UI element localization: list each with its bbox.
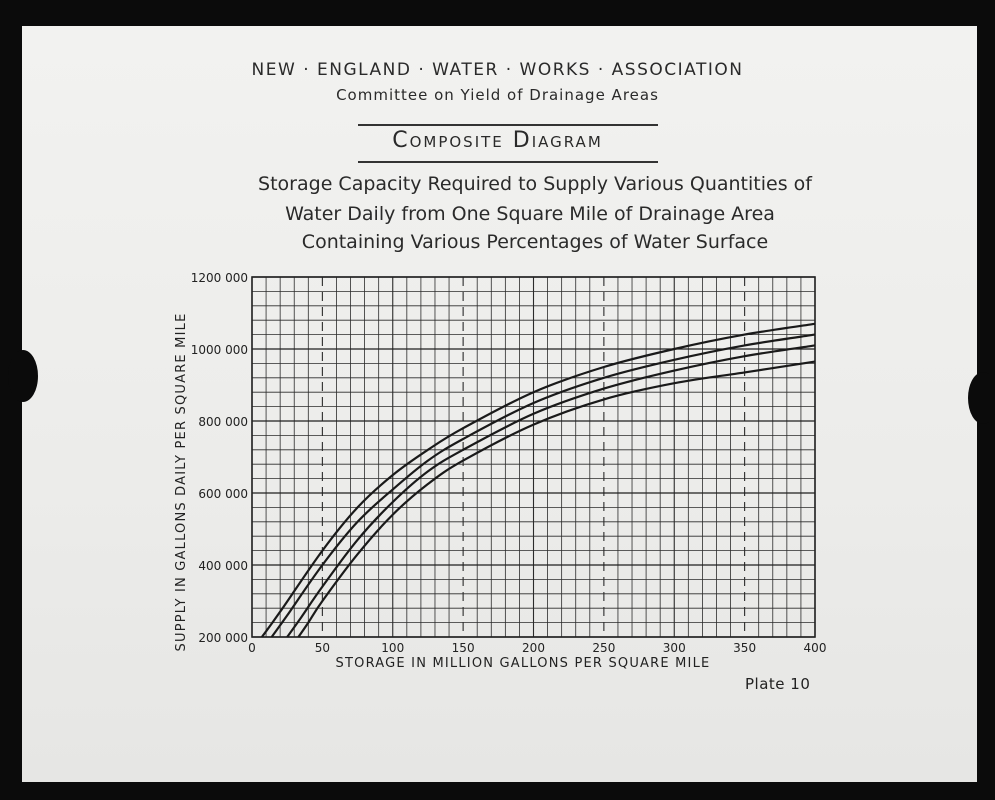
y-axis-label: SUPPLY IN GALLONS DAILY PER SQUARE MILE — [174, 313, 189, 652]
series-line-3 — [286, 344, 816, 638]
x-tick-label: 200 — [522, 641, 545, 655]
y-tick-label: 200 000 — [198, 631, 248, 645]
subtitle-line-1: Storage Capacity Required to Supply Vari… — [258, 173, 812, 195]
committee-name: Committee on Yield of Drainage Areas — [336, 86, 659, 104]
right-notch — [968, 372, 995, 424]
y-tick-label: 1000 000 — [191, 343, 248, 357]
plate-background — [22, 26, 977, 782]
x-tick-label: 100 — [381, 641, 404, 655]
y-tick-label: 800 000 — [198, 415, 248, 429]
y-tick-label: 1200 000 — [191, 271, 248, 285]
title-rule-bottom — [358, 161, 658, 163]
y-tick-label: 400 000 — [198, 559, 248, 573]
chart-series — [261, 322, 816, 638]
x-tick-label: 150 — [452, 641, 475, 655]
subtitle-line-3: Containing Various Percentages of Water … — [301, 231, 769, 253]
diagram-title: Composite Diagram — [392, 128, 603, 153]
title-rule-top — [358, 124, 658, 126]
organization-name: NEW · ENGLAND · WATER · WORKS · ASSOCIAT… — [251, 60, 744, 80]
plot-frame — [251, 276, 816, 638]
x-tick-label: 300 — [663, 641, 686, 655]
x-tick-label: 50 — [315, 641, 330, 655]
y-tick-label: 600 000 — [198, 487, 248, 501]
x-tick-label: 250 — [592, 641, 615, 655]
plate-number: Plate 10 — [745, 675, 811, 693]
x-tick-label: 350 — [733, 641, 756, 655]
series-line-1 — [261, 322, 816, 638]
x-tick-label: 400 — [804, 641, 827, 655]
subtitle-line-2: Water Daily from One Square Mile of Drai… — [285, 203, 775, 225]
left-notch — [8, 350, 38, 402]
x-axis-label: STORAGE IN MILLION GALLONS PER SQUARE MI… — [336, 656, 711, 671]
series-line-2 — [270, 333, 816, 638]
series-line-4 — [297, 360, 816, 638]
chart-tick-labels: 0 50 100 150 200 250 300 350 400 200 000 400 000 60… — [191, 271, 827, 655]
x-tick-label: 0 — [248, 641, 256, 655]
